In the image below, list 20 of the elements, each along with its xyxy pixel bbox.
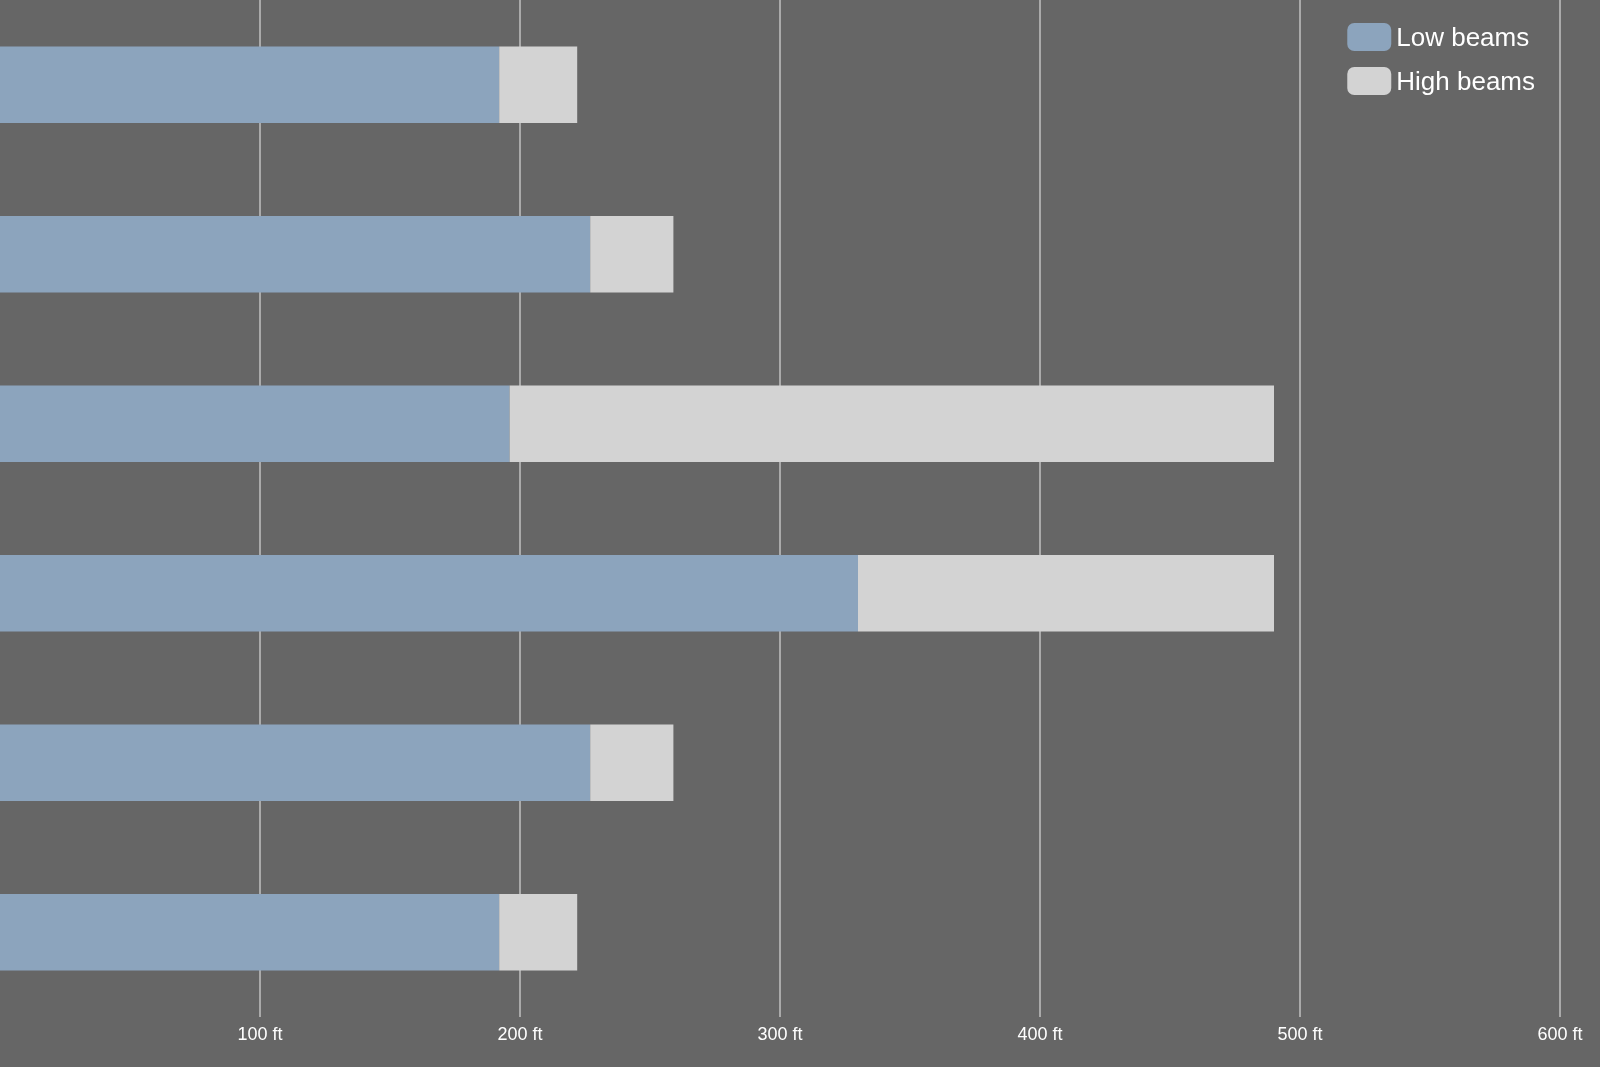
x-tick-label: 400 ft — [1017, 1024, 1063, 1044]
x-tick-label: 200 ft — [497, 1024, 543, 1044]
bar — [590, 216, 674, 293]
x-tick-label: 500 ft — [1277, 1024, 1323, 1044]
bar — [0, 724, 591, 801]
legend-label: High beams — [1396, 66, 1535, 96]
bar — [0, 555, 858, 632]
x-tick-label: 100 ft — [237, 1024, 283, 1044]
bar — [499, 46, 578, 123]
bar — [499, 894, 578, 971]
bar — [0, 46, 500, 123]
bar — [858, 555, 1274, 632]
x-tick-label: 600 ft — [1537, 1024, 1583, 1044]
bar — [590, 724, 674, 801]
legend-label: Low beams — [1396, 22, 1530, 52]
x-tick-label: 300 ft — [757, 1024, 803, 1044]
bar — [509, 385, 1274, 462]
bar — [0, 894, 500, 971]
bar — [0, 385, 510, 462]
bar — [0, 216, 591, 293]
